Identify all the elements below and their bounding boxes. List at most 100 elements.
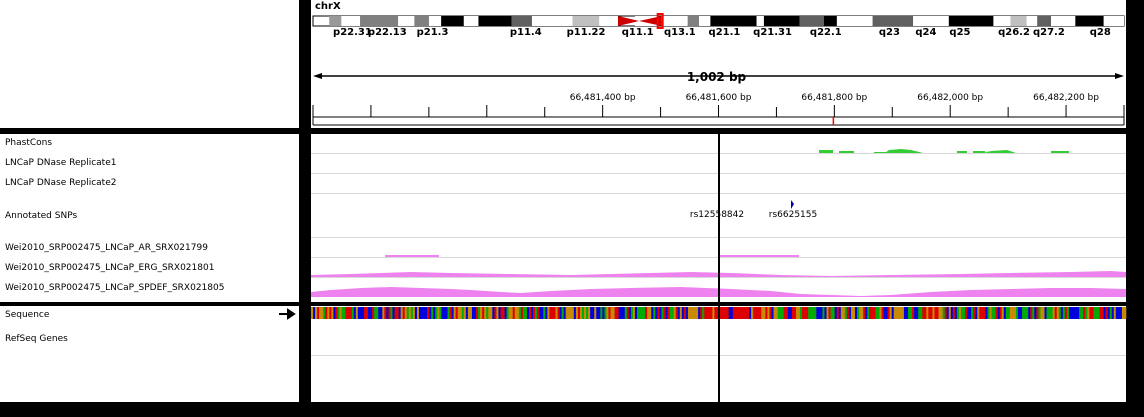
cytoband[interactable] xyxy=(1075,16,1104,26)
cytoband[interactable] xyxy=(478,16,512,26)
cytoband[interactable] xyxy=(993,16,1011,26)
cytoband[interactable] xyxy=(341,16,361,26)
base xyxy=(1040,307,1043,319)
base xyxy=(1123,307,1127,319)
span-label: 1,002 bp xyxy=(311,70,1122,84)
base xyxy=(706,307,709,319)
base xyxy=(828,307,831,319)
cytoband[interactable] xyxy=(872,16,914,26)
track-name-phastcons[interactable]: PhastCons xyxy=(5,138,53,148)
cytoband[interactable] xyxy=(414,16,429,26)
base xyxy=(793,307,797,319)
base xyxy=(730,307,734,319)
cytoband[interactable] xyxy=(463,16,479,26)
base xyxy=(669,307,672,319)
cytoband[interactable] xyxy=(1037,16,1052,26)
base xyxy=(1093,307,1096,319)
cytoband[interactable] xyxy=(913,16,949,26)
base xyxy=(321,307,324,319)
track-name-sequence[interactable]: Sequence xyxy=(5,310,50,320)
base xyxy=(478,307,481,319)
arrow-right-icon[interactable] xyxy=(278,308,298,320)
cytoband[interactable] xyxy=(1010,16,1027,26)
base xyxy=(893,307,897,319)
cytoband[interactable] xyxy=(572,16,600,26)
cytoband[interactable] xyxy=(360,16,399,26)
base xyxy=(494,307,497,319)
base xyxy=(425,307,428,319)
base xyxy=(341,307,344,319)
base xyxy=(565,307,569,319)
base xyxy=(323,307,326,319)
cytoband[interactable] xyxy=(398,16,415,26)
cytoband[interactable] xyxy=(1026,16,1038,26)
base xyxy=(840,307,844,319)
base xyxy=(1095,307,1098,319)
chromosome-ideogram[interactable] xyxy=(311,0,1126,50)
band-label: p11.22 xyxy=(566,27,606,38)
base xyxy=(1075,307,1078,319)
cytoband[interactable] xyxy=(710,16,757,26)
base xyxy=(916,307,919,319)
cytoband[interactable] xyxy=(329,16,342,26)
base xyxy=(474,307,477,319)
base xyxy=(1081,307,1084,319)
base xyxy=(800,307,803,319)
cytoband[interactable] xyxy=(428,16,442,26)
base xyxy=(1087,307,1090,319)
cytoband[interactable] xyxy=(836,16,873,26)
base xyxy=(759,307,762,319)
base xyxy=(586,307,589,319)
track-name-snps[interactable]: Annotated SNPs xyxy=(5,211,78,221)
base xyxy=(1109,307,1113,319)
cytoband[interactable] xyxy=(687,16,700,26)
track-name-spdef[interactable]: Wei2010_SRP002475_LNCaP_SPDEF_SRX021805 xyxy=(5,283,225,293)
ruler[interactable] xyxy=(311,0,1126,128)
base xyxy=(637,307,640,319)
base xyxy=(677,307,681,319)
track-name-dnase-rep2[interactable]: LNCaP DNase Replicate2 xyxy=(5,178,117,188)
base xyxy=(647,307,650,319)
snp-label[interactable]: rs12558842 xyxy=(689,210,745,220)
cytoband[interactable] xyxy=(948,16,994,26)
base xyxy=(537,307,540,319)
cytoband[interactable] xyxy=(763,16,800,26)
snp-label[interactable]: rs6625155 xyxy=(768,210,818,220)
band-label: q26.2 xyxy=(998,27,1030,38)
cytoband[interactable] xyxy=(511,16,532,26)
cytoband[interactable] xyxy=(441,16,464,26)
base xyxy=(834,307,837,319)
base xyxy=(457,307,461,319)
cytoband[interactable] xyxy=(756,16,764,26)
cytoband[interactable] xyxy=(1051,16,1076,26)
cytoband[interactable] xyxy=(531,16,573,26)
base xyxy=(700,307,703,319)
base xyxy=(498,307,501,319)
track-name-ar[interactable]: Wei2010_SRP002475_LNCaP_AR_SRX021799 xyxy=(5,243,208,253)
base xyxy=(683,307,687,319)
track-name-erg[interactable]: Wei2010_SRP002475_LNCaP_ERG_SRX021801 xyxy=(5,263,215,273)
base xyxy=(818,307,821,319)
cytoband[interactable] xyxy=(823,16,837,26)
base xyxy=(628,307,632,319)
base xyxy=(787,307,791,319)
sequence-track[interactable] xyxy=(311,307,1127,321)
base xyxy=(557,307,560,319)
cytoband[interactable] xyxy=(599,16,618,26)
cytoband[interactable] xyxy=(799,16,824,26)
band-label: q21.1 xyxy=(708,27,741,38)
base xyxy=(765,307,768,319)
ruler-header-panel[interactable]: chrX p22.31 p22.13 p21.3 p11.4 p11.22 q11.1 q1… xyxy=(311,0,1126,128)
track-name-refseq[interactable]: RefSeq Genes xyxy=(5,334,68,344)
track-name-dnase-rep1[interactable]: LNCaP DNase Replicate1 xyxy=(5,158,117,168)
base xyxy=(1054,307,1058,319)
cytoband[interactable] xyxy=(661,16,688,26)
base xyxy=(594,307,597,319)
base xyxy=(1091,307,1094,319)
cytoband[interactable] xyxy=(699,16,711,26)
base xyxy=(958,307,962,319)
base xyxy=(394,307,397,319)
cytoband[interactable] xyxy=(1103,16,1124,26)
base xyxy=(659,307,662,319)
base xyxy=(368,307,371,319)
